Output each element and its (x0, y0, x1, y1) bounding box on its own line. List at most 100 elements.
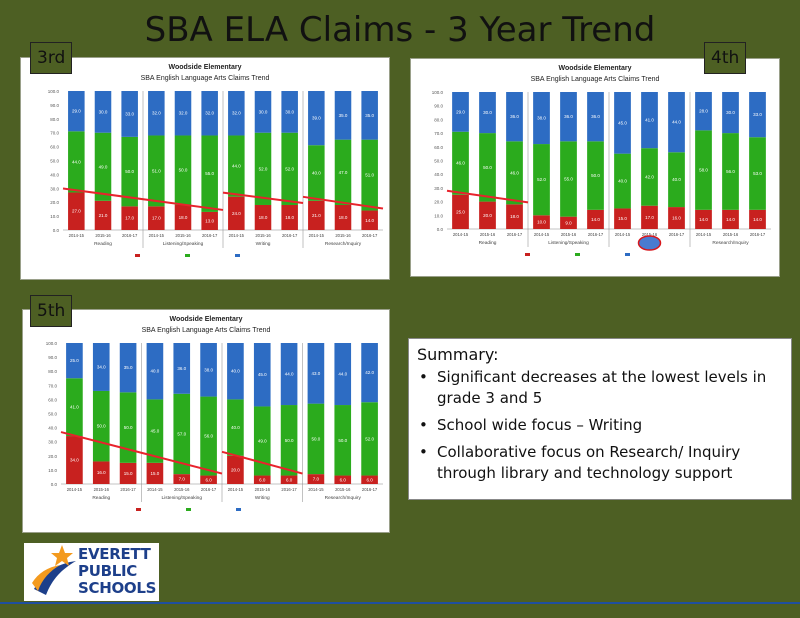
bar-segment (695, 209, 712, 229)
y-tick-label: 10.0 (50, 214, 59, 219)
y-tick-label: 50.0 (48, 412, 57, 417)
bar-segment (174, 204, 192, 230)
bar-segment (174, 91, 192, 136)
category-label: 2015-16 (642, 232, 658, 237)
data-label: 10.0 (537, 220, 546, 225)
bar-segment (749, 209, 766, 229)
category-label: 2015-16 (561, 232, 577, 237)
category-label: 2015-16 (175, 233, 191, 238)
y-tick-label: 20.0 (48, 454, 57, 459)
bar-segment (307, 343, 325, 404)
data-label: 28.0 (699, 109, 708, 114)
category-label: 2014-15 (308, 487, 324, 492)
trend-line (221, 450, 303, 475)
bar-segment (533, 92, 550, 145)
data-label: 50.0 (124, 425, 133, 430)
bar-segment (227, 399, 244, 456)
data-label: 40.0 (312, 171, 321, 176)
bar-segment (334, 91, 352, 140)
logo-line-2: PUBLIC (78, 562, 137, 580)
data-label: 44.0 (338, 372, 347, 377)
bar-segment (228, 91, 245, 136)
data-label: 49.0 (258, 438, 267, 443)
bar-segment (587, 92, 604, 142)
bar-segment (506, 92, 523, 142)
data-label: 7.0 (179, 477, 186, 482)
data-label: 52.0 (259, 166, 268, 171)
bar-segment (119, 462, 137, 484)
data-label: 32.0 (179, 111, 188, 116)
category-label: 2016-17 (507, 232, 523, 237)
bar-segment (146, 462, 164, 484)
bar-segment (695, 92, 712, 131)
data-label: 25.0 (456, 209, 465, 214)
bar-segment (94, 91, 112, 133)
bar-segment (148, 135, 165, 207)
bar-segment (452, 131, 469, 195)
group-label: Listening/Speaking (161, 495, 202, 501)
data-label: 44.0 (232, 164, 241, 169)
data-label: 45.0 (618, 120, 627, 125)
y-tick-label: 20.0 (434, 200, 443, 205)
data-label: 52.0 (285, 166, 294, 171)
group-label: Research/Inquiry (712, 240, 749, 246)
data-label: 14.0 (753, 217, 762, 222)
legend-swatch (575, 253, 580, 256)
bar-segment (334, 475, 352, 484)
y-tick-label: 100.0 (48, 89, 60, 94)
bar-segment (506, 141, 523, 205)
bar-segment (641, 92, 658, 149)
chart-3rd: Woodside Elementary SBA English Language … (48, 64, 384, 257)
data-label: 33.0 (125, 111, 134, 116)
bar-segment (121, 91, 138, 137)
data-label: 18.0 (259, 215, 268, 220)
chart-subtitle: SBA English Language Arts Claims Trend (142, 327, 271, 334)
y-tick-label: 50.0 (434, 159, 443, 164)
bar-segment (281, 91, 298, 133)
bar-segment (479, 201, 496, 229)
data-label: 57.0 (177, 431, 186, 436)
data-label: 50.0 (125, 169, 134, 174)
bar-segment (361, 343, 378, 403)
data-label: 25.0 (70, 358, 79, 363)
y-tick-label: 90.0 (434, 104, 443, 109)
category-label: 2016-17 (362, 487, 378, 492)
bar-segment (334, 204, 352, 230)
data-label: 32.0 (152, 111, 161, 116)
bar-segment (749, 137, 766, 210)
footer-rule (0, 602, 800, 604)
category-label: 2016-17 (281, 487, 297, 492)
data-label: 14.0 (726, 217, 735, 222)
bar-segment (307, 403, 325, 475)
bar-segment (749, 92, 766, 138)
group-label: Reading (94, 241, 112, 247)
data-label: 44.0 (285, 372, 294, 377)
bar-segment (560, 141, 577, 217)
data-label: 17.0 (125, 216, 134, 221)
y-tick-label: 70.0 (48, 383, 57, 388)
legend-swatch (136, 508, 141, 511)
bar-segment (68, 192, 85, 230)
bar-segment (479, 133, 496, 202)
data-label: 51.0 (152, 168, 161, 173)
bar-segment (722, 133, 739, 210)
group-label: Research/Inquiry (325, 241, 362, 247)
category-label: 2015-16 (480, 232, 496, 237)
bar-segment (614, 208, 631, 229)
data-label: 38.0 (537, 116, 546, 121)
data-label: 53.0 (753, 171, 762, 176)
chart-panel-3rd: Woodside Elementary SBA English Language … (20, 57, 390, 280)
data-label: 45.0 (258, 372, 267, 377)
grade-label-4th: 4th (704, 42, 747, 74)
bar-segment (148, 206, 165, 230)
data-label: 40.0 (231, 369, 240, 374)
bar-segment (121, 206, 138, 230)
bar-segment (148, 91, 165, 136)
y-tick-label: 50.0 (50, 159, 59, 164)
bar-segment (200, 475, 217, 484)
data-label: 17.0 (645, 215, 654, 220)
category-label: 2014-15 (615, 232, 631, 237)
data-label: 35.0 (365, 113, 374, 118)
bar-segment (200, 396, 217, 476)
category-label: 2014-15 (228, 487, 244, 492)
